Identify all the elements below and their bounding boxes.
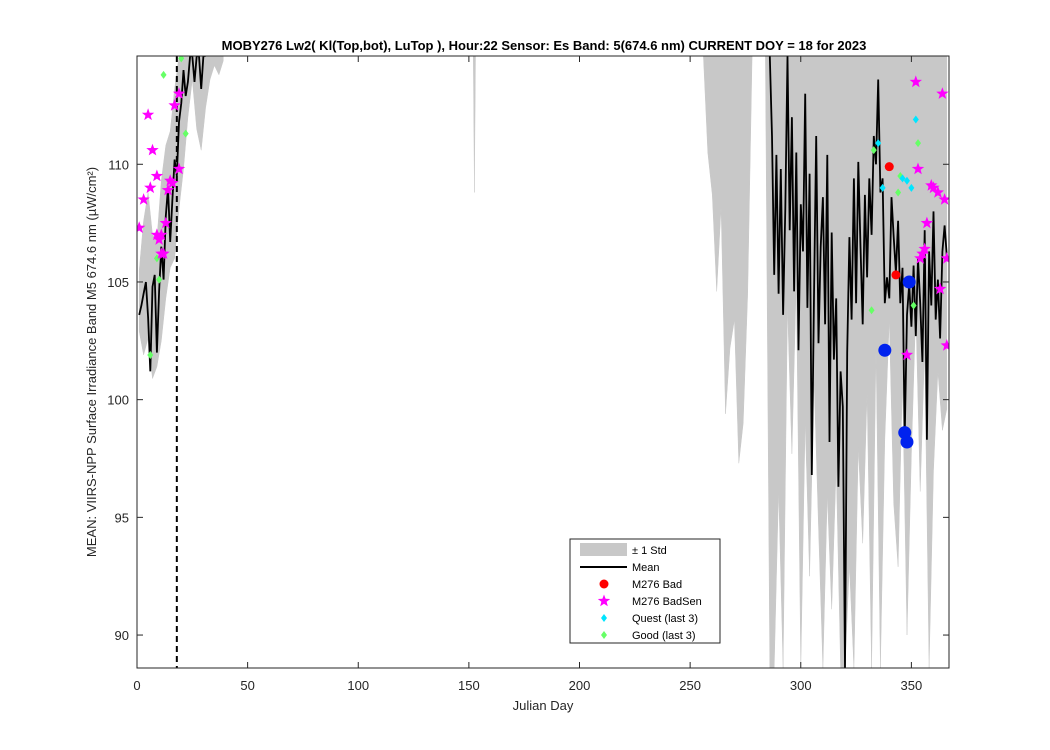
badsen-marker [150, 228, 164, 241]
badsen-marker [940, 251, 949, 264]
chart-title: MOBY276 Lw2( Kl(Top,bot), LuTop ), Hour:… [222, 38, 867, 53]
plot-frame [136, 55, 950, 669]
mean-line-1 [768, 56, 948, 668]
legend-label: M276 BadSen [632, 596, 702, 608]
std-band-0 [138, 56, 224, 379]
good-marker [910, 301, 917, 310]
x-tick-label: 250 [679, 678, 701, 693]
legend-swatch-quest [601, 614, 607, 622]
good-marker [147, 350, 154, 359]
std-band-group [138, 56, 948, 668]
legend-label: Mean [632, 562, 660, 574]
legend-box [569, 538, 721, 644]
bad-marker [891, 270, 901, 280]
legend-swatch-std [580, 543, 627, 556]
mean-line-0 [138, 56, 206, 372]
x-tick-label: 200 [569, 678, 591, 693]
x-tick-label: 350 [901, 678, 923, 693]
badsen-marker [168, 98, 181, 111]
legend-label: Good (last 3) [632, 630, 696, 642]
badsen-marker [172, 87, 186, 99]
badsen-marker [166, 176, 179, 189]
legend: ± 1 Std Mean M276 Bad M276 BadSen Quest (las… [569, 538, 721, 644]
y-tick-label: 90 [115, 628, 129, 643]
badsen-marker [157, 247, 170, 259]
badsen-marker [164, 174, 177, 186]
badsen-marker [927, 181, 940, 194]
extra-marker [902, 275, 916, 289]
badsen-marker [938, 193, 949, 205]
badsen-marker [137, 221, 146, 234]
badsen-marker [920, 216, 934, 229]
x-tick-label: 150 [458, 678, 480, 693]
legend-swatch-good [601, 631, 607, 639]
quest-marker [903, 176, 910, 185]
y-tick-label: 105 [107, 275, 129, 290]
legend-swatch-bad [599, 579, 609, 589]
badsen-marker [159, 216, 172, 229]
badsen-marker [146, 143, 159, 156]
y-axis: 90 95 100 105 110 [107, 157, 949, 643]
badsen-marker [911, 162, 925, 175]
badsen-marker [925, 179, 938, 191]
badsen-marker [931, 186, 945, 198]
quest-marker [912, 115, 919, 124]
good-marker [178, 56, 185, 63]
badsen-marker [936, 87, 949, 99]
legend-label: M276 Bad [632, 579, 682, 591]
good-marker [915, 139, 922, 148]
bad-marker [884, 162, 894, 172]
extra-marker [900, 435, 914, 449]
badsen-marker [155, 228, 168, 241]
y-tick-label: 110 [108, 157, 129, 172]
mean-line-group [138, 56, 948, 668]
legend-swatch-badsen [597, 594, 611, 607]
quest-marker [899, 174, 906, 183]
x-axis: 0 50 100 150 200 250 300 350 [133, 56, 922, 693]
good-marker [868, 306, 875, 315]
badsen-marker [172, 162, 186, 175]
badsen-marker [909, 75, 922, 88]
y-tick-label: 95 [115, 510, 129, 525]
badsen-marker [918, 242, 931, 255]
badsen-marker [141, 108, 155, 121]
y-axis-label: MEAN: VIIRS-NPP Surface Irradiance Band … [84, 167, 99, 557]
x-tick-label: 50 [240, 678, 254, 693]
badsen-marker [137, 193, 150, 205]
good-marker [895, 188, 902, 197]
quest-marker [875, 139, 882, 148]
x-axis-label: Julian Day [513, 698, 574, 713]
extra-marker [878, 343, 892, 357]
y-tick-label: 100 [107, 393, 129, 408]
badsen-marker [934, 282, 947, 295]
plot-area [137, 56, 949, 668]
quest-marker [879, 183, 886, 192]
std-band-1 [703, 56, 948, 668]
badsen-marker [940, 339, 949, 351]
good-marker [153, 254, 160, 263]
good-marker [870, 146, 877, 155]
good-marker [160, 70, 167, 79]
x-tick-label: 100 [347, 678, 369, 693]
legend-label: ± 1 Std [632, 545, 667, 557]
badsen-marker [150, 169, 164, 182]
x-tick-label: 300 [790, 678, 812, 693]
x-tick-label: 0 [133, 678, 140, 693]
badsen-marker [161, 183, 175, 196]
good-marker [156, 275, 163, 284]
marker-group [137, 56, 949, 449]
legend-label: Quest (last 3) [632, 613, 698, 625]
quest-marker [908, 183, 915, 192]
good-marker [182, 129, 189, 138]
badsen-marker [900, 348, 914, 361]
std-band-2 [473, 56, 476, 193]
badsen-marker [144, 181, 157, 194]
